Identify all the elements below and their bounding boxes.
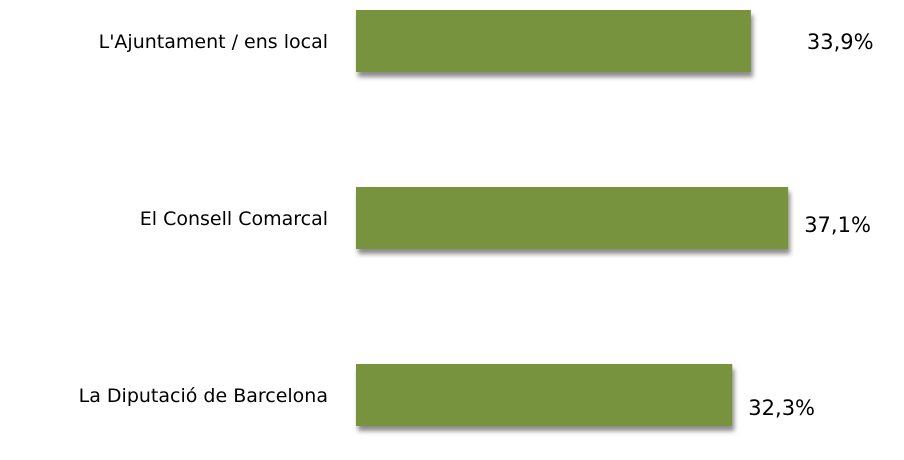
value-label-2: 32,3%: [748, 396, 815, 420]
category-label-2: La Diputació de Barcelona: [79, 385, 328, 407]
bar-0: [356, 10, 751, 72]
value-label-0: 33,9%: [807, 30, 874, 54]
bar-2: [356, 364, 733, 426]
value-label-1: 37,1%: [804, 213, 871, 237]
bars-layer: [356, 10, 789, 426]
category-label-0: L'Ajuntament / ens local: [99, 31, 328, 53]
category-label-1: El Consell Comarcal: [140, 208, 328, 230]
bar-1: [356, 187, 789, 249]
labels-layer: L'Ajuntament / ens local 33,9% El Consell …: [79, 30, 874, 420]
